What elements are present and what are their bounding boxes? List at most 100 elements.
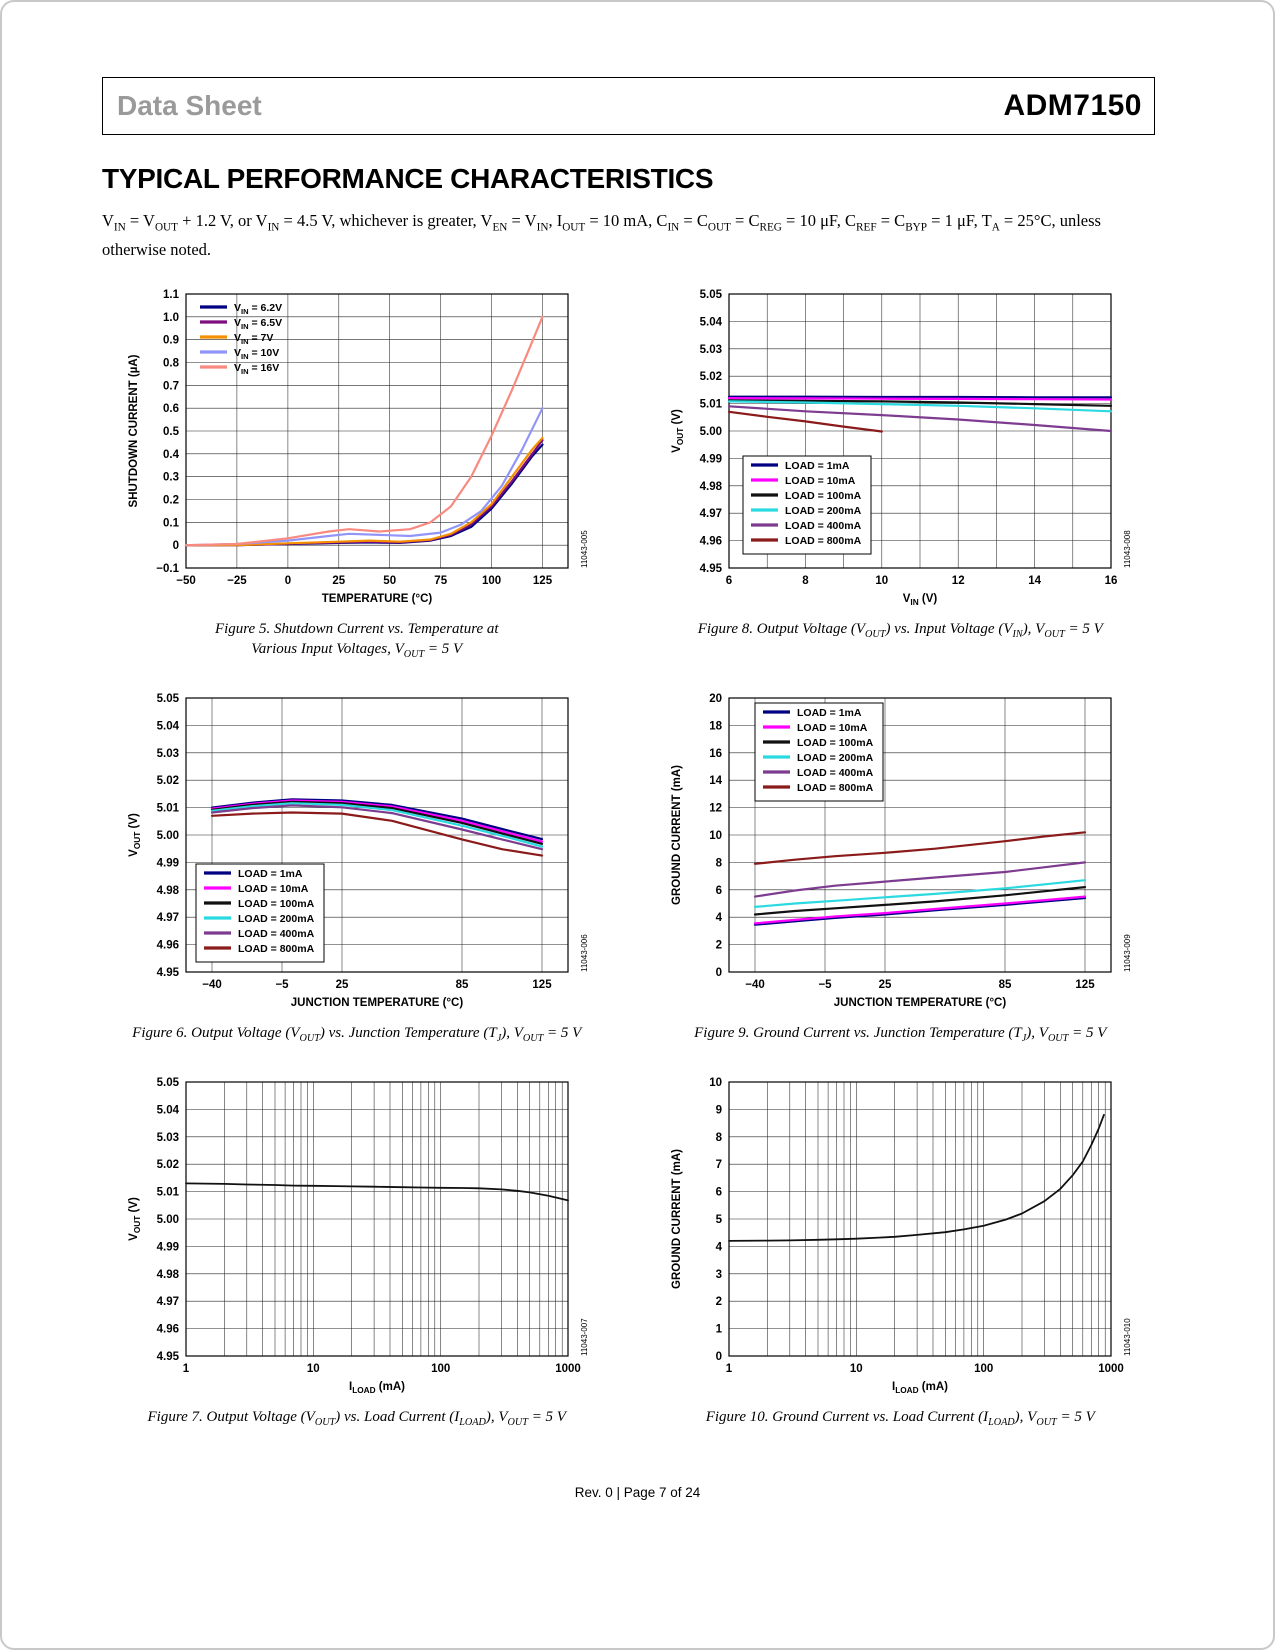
svg-text:LOAD = 100mA: LOAD = 100mA <box>238 898 315 910</box>
svg-text:0.5: 0.5 <box>163 426 180 438</box>
svg-text:LOAD = 400mA: LOAD = 400mA <box>238 928 315 940</box>
svg-text:−50: −50 <box>176 575 196 587</box>
svg-text:4.96: 4.96 <box>700 536 722 548</box>
svg-text:VIN = 7V: VIN = 7V <box>234 332 273 346</box>
svg-text:11043-009: 11043-009 <box>1123 934 1132 972</box>
svg-text:0: 0 <box>716 967 722 979</box>
svg-text:5.04: 5.04 <box>156 721 179 733</box>
figure-10-block: 1 10 100 1000 0 1 2 3 4 5 6 7 8 9 10 ILOAD (mA) GROUND C… <box>646 1070 1156 1430</box>
section-title: TYPICAL PERFORMANCE CHARACTERISTICS <box>102 163 714 194</box>
svg-text:8: 8 <box>716 1132 723 1144</box>
svg-text:125: 125 <box>533 575 553 587</box>
figure-8-block: 6 8 10 12 14 16 4.95 4.96 4.97 4.98 4.99 5.00 5.01 5.… <box>646 282 1156 662</box>
svg-text:4.95: 4.95 <box>156 1351 179 1363</box>
svg-text:4: 4 <box>716 1241 723 1253</box>
svg-text:LOAD = 200mA: LOAD = 200mA <box>238 913 315 925</box>
svg-text:0: 0 <box>284 575 290 587</box>
svg-text:12: 12 <box>952 575 965 587</box>
svg-text:20: 20 <box>709 693 722 705</box>
svg-text:4.96: 4.96 <box>156 1324 178 1336</box>
svg-text:4.95: 4.95 <box>700 563 723 575</box>
svg-text:10: 10 <box>850 1363 863 1375</box>
svg-text:11043-007: 11043-007 <box>580 1318 589 1356</box>
svg-text:−40: −40 <box>745 979 765 991</box>
svg-text:5.01: 5.01 <box>700 399 723 411</box>
svg-text:−5: −5 <box>275 979 289 991</box>
svg-text:LOAD = 800mA: LOAD = 800mA <box>238 943 315 955</box>
svg-text:−0.1: −0.1 <box>156 563 179 575</box>
svg-text:1: 1 <box>726 1363 733 1375</box>
figure-10-chart: 1 10 100 1000 0 1 2 3 4 5 6 7 8 9 10 ILOAD (mA) GROUND C… <box>665 1070 1136 1403</box>
svg-text:LOAD = 1mA: LOAD = 1mA <box>797 707 862 719</box>
svg-text:1: 1 <box>716 1324 723 1336</box>
svg-text:75: 75 <box>434 575 447 587</box>
svg-text:LOAD = 800mA: LOAD = 800mA <box>785 535 862 547</box>
figure-5-caption: Figure 5. Shutdown Current vs. Temperatu… <box>214 621 499 661</box>
svg-text:ILOAD (mA): ILOAD (mA) <box>892 1381 948 1395</box>
svg-text:4.99: 4.99 <box>156 1241 178 1253</box>
svg-text:85: 85 <box>455 979 468 991</box>
svg-text:14: 14 <box>1028 575 1041 587</box>
svg-text:125: 125 <box>532 979 552 991</box>
figure-10-caption: Figure 10. Ground Current vs. Load Curre… <box>705 1409 1095 1429</box>
figure-7-caption: Figure 7. Output Voltage (VOUT) vs. Load… <box>147 1409 566 1429</box>
svg-text:1000: 1000 <box>1098 1363 1124 1375</box>
svg-text:10: 10 <box>709 1077 722 1089</box>
svg-text:14: 14 <box>709 775 722 787</box>
svg-text:VIN = 16V: VIN = 16V <box>234 362 279 376</box>
page-footer: Rev. 0 | Page 7 of 24 <box>574 1485 701 1500</box>
svg-text:12: 12 <box>709 803 722 815</box>
svg-text:LOAD = 1mA: LOAD = 1mA <box>238 868 303 880</box>
svg-text:7: 7 <box>716 1159 722 1171</box>
svg-text:−5: −5 <box>819 979 833 991</box>
svg-text:JUNCTION TEMPERATURE (°C): JUNCTION TEMPERATURE (°C) <box>834 997 1007 1009</box>
svg-text:5.01: 5.01 <box>156 1187 179 1199</box>
svg-text:0.8: 0.8 <box>163 358 180 370</box>
svg-text:125: 125 <box>1076 979 1096 991</box>
svg-text:5.05: 5.05 <box>156 1077 179 1089</box>
figure-6-chart: −40 −5 25 85 125 4.95 4.96 4.97 4.98 4.99 5.00 5.01… <box>121 686 592 1019</box>
svg-text:4.95: 4.95 <box>156 967 179 979</box>
svg-text:1000: 1000 <box>555 1363 581 1375</box>
svg-text:16: 16 <box>709 748 722 760</box>
svg-text:10: 10 <box>307 1363 320 1375</box>
svg-text:4.99: 4.99 <box>700 454 722 466</box>
page-header: Data Sheet ADM7150 <box>102 77 1155 135</box>
svg-text:LOAD = 1mA: LOAD = 1mA <box>785 460 850 472</box>
svg-text:0.6: 0.6 <box>163 403 179 415</box>
figure-9-caption: Figure 9. Ground Current vs. Junction Te… <box>694 1025 1107 1045</box>
svg-text:5.04: 5.04 <box>700 317 723 329</box>
svg-text:25: 25 <box>335 979 348 991</box>
svg-text:4: 4 <box>716 912 723 924</box>
svg-text:4.96: 4.96 <box>156 940 178 952</box>
svg-text:5.02: 5.02 <box>156 775 178 787</box>
svg-text:100: 100 <box>431 1363 450 1375</box>
svg-text:−25: −25 <box>227 575 247 587</box>
svg-text:4.98: 4.98 <box>156 1269 179 1281</box>
figure-6-caption: Figure 6. Output Voltage (VOUT) vs. Junc… <box>132 1025 582 1045</box>
figure-7-block: 1 10 100 1000 4.95 4.96 4.97 4.98 4.99 5.00 5.01 5.… <box>102 1070 612 1430</box>
svg-text:VOUT (V): VOUT (V) <box>128 813 142 857</box>
svg-text:ILOAD (mA): ILOAD (mA) <box>349 1381 405 1395</box>
svg-text:GROUND CURRENT (mA): GROUND CURRENT (mA) <box>671 765 683 905</box>
svg-text:11043-006: 11043-006 <box>580 934 589 972</box>
svg-text:5.00: 5.00 <box>156 1214 178 1226</box>
svg-text:5.00: 5.00 <box>156 830 178 842</box>
svg-text:TEMPERATURE (°C): TEMPERATURE (°C) <box>322 593 433 605</box>
charts-grid: −50 −25 0 25 50 75 100 125 −0.1 0 0.1 0.2 0.3 0.4 0.5 0… <box>102 282 1155 1430</box>
svg-text:8: 8 <box>802 575 809 587</box>
svg-text:5.05: 5.05 <box>700 289 723 301</box>
svg-text:4.98: 4.98 <box>700 481 723 493</box>
svg-text:85: 85 <box>999 979 1012 991</box>
svg-text:25: 25 <box>332 575 345 587</box>
svg-text:5: 5 <box>716 1214 723 1226</box>
svg-text:VOUT (V): VOUT (V) <box>671 409 685 453</box>
svg-text:5.02: 5.02 <box>156 1159 178 1171</box>
svg-text:5.01: 5.01 <box>156 803 179 815</box>
svg-text:10: 10 <box>876 575 889 587</box>
svg-text:LOAD = 10mA: LOAD = 10mA <box>797 722 868 734</box>
figure-5-chart: −50 −25 0 25 50 75 100 125 −0.1 0 0.1 0.2 0.3 0.4 0.5 0… <box>121 282 592 615</box>
svg-text:5.04: 5.04 <box>156 1104 179 1116</box>
svg-text:0.1: 0.1 <box>163 518 180 530</box>
svg-text:18: 18 <box>709 721 722 733</box>
